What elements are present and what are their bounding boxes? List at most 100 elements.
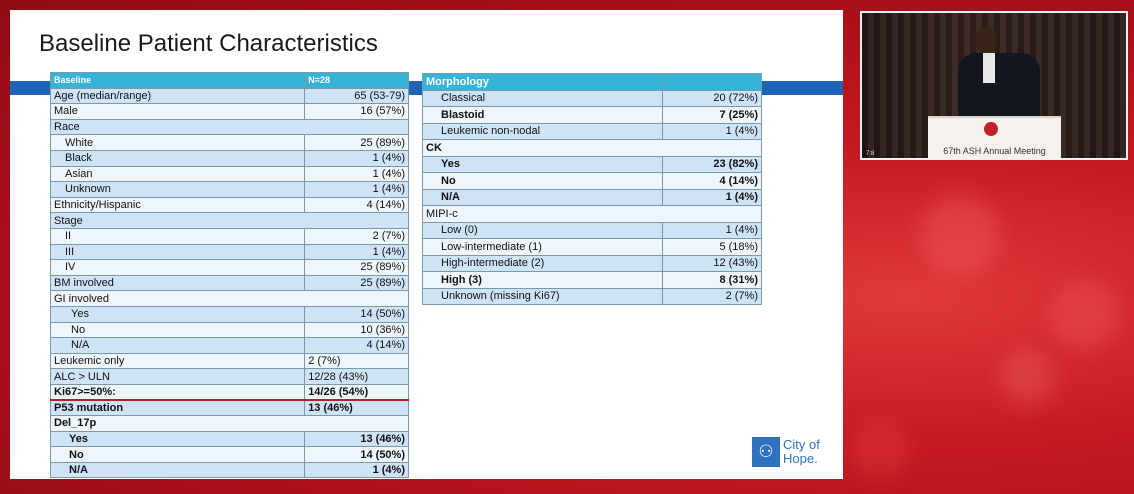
row-label: Unknown (missing Ki67) [421, 287, 664, 305]
row-label: Del_17p [50, 415, 409, 432]
header-cell: N=28 [304, 72, 409, 89]
baseline-table: Baseline N=28 Age (median/range) 65 (53-7… [49, 72, 409, 479]
row-label: Low-intermediate (1) [421, 238, 664, 256]
row-value: 1 (4%) [662, 122, 762, 140]
row-label: No [49, 321, 306, 339]
row-label: Male [49, 103, 306, 120]
row-label: II [49, 227, 306, 245]
row-label: GI involved [50, 290, 409, 307]
table-row: Blastoid 7 (25%) [421, 106, 762, 124]
podium-text: 67th ASH Annual Meeting [943, 146, 1046, 156]
row-label: P53 mutation [49, 399, 306, 417]
video-timer: 7:8 [866, 151, 875, 157]
table-row: Yes 23 (82%) [421, 155, 762, 173]
row-label: ALC > ULN [49, 368, 306, 385]
logo-text: City of Hope. [783, 438, 843, 466]
speaker-head [975, 27, 997, 53]
table-row: Leukemic non-nodal 1 (4%) [421, 122, 762, 140]
table-row: Low (0) 1 (4%) [421, 221, 762, 239]
row-value: 12 (43%) [662, 254, 762, 272]
table-row: Classical 20 (72%) [421, 89, 762, 107]
row-value: 12/28 (43%) [304, 368, 409, 385]
row-label: Ethnicity/Hispanic [49, 196, 306, 214]
row-value: 8 (31%) [662, 271, 762, 289]
row-value: 4 (14%) [304, 337, 409, 354]
row-value: 1 (4%) [304, 165, 409, 183]
city-of-hope-logo-icon: ⚇ [752, 437, 780, 467]
row-label: Age (median/range) [49, 87, 306, 105]
row-label: No [49, 446, 306, 463]
row-value: 1 (4%) [662, 188, 762, 206]
table-row: Yes 14 (50%) [49, 305, 409, 323]
table-row: P53 mutation 13 (46%) [49, 399, 409, 417]
presentation-slide: Baseline Patient Characteristics Baselin… [10, 10, 843, 479]
ash-logo-icon [984, 122, 998, 136]
row-label: Blastoid [421, 106, 664, 124]
table-row: No 4 (14%) [421, 172, 762, 190]
row-label: MIPI-c [422, 205, 762, 223]
row-value: 13 (46%) [304, 430, 409, 448]
table-row: Del_17p [50, 415, 409, 432]
row-value: 10 (36%) [304, 321, 409, 339]
row-value: 5 (18%) [662, 238, 762, 256]
podium: 67th ASH Annual Meeting [928, 116, 1061, 158]
row-label: Yes [49, 430, 306, 448]
table-row: IV 25 (89%) [49, 259, 409, 276]
speaker-body [958, 53, 1040, 123]
table-row: N/A 1 (4%) [421, 188, 762, 206]
table-row: CK [422, 139, 762, 157]
row-label: N/A [49, 461, 306, 479]
speaker-video: 67th ASH Annual Meeting 7:8 [860, 11, 1128, 160]
table-header-row: Morphology [421, 73, 762, 91]
row-value: 7 (25%) [662, 106, 762, 124]
table-row: III 1 (4%) [49, 243, 409, 261]
row-label: CK [422, 139, 762, 157]
table-row: Ki67>=50%: 14/26 (54%) [49, 383, 409, 401]
row-label: Low (0) [421, 221, 664, 239]
table-row: Unknown 1 (4%) [49, 181, 409, 198]
row-label: IV [49, 259, 306, 276]
row-value: 65 (53-79) [304, 87, 409, 105]
row-value: 13 (46%) [304, 399, 409, 417]
row-value: 1 (4%) [304, 461, 409, 479]
row-label: III [49, 243, 306, 261]
table-row: GI involved [50, 290, 409, 307]
table-row: ALC > ULN 12/28 (43%) [49, 368, 409, 385]
table-row: Asian 1 (4%) [49, 165, 409, 183]
bokeh-light [1000, 350, 1055, 405]
table-row: Leukemic only 2 (7%) [49, 352, 409, 370]
row-value: 2 (7%) [304, 352, 409, 370]
table-row: White 25 (89%) [49, 134, 409, 151]
row-label: Black [49, 149, 306, 167]
row-value: 1 (4%) [662, 221, 762, 239]
bokeh-light [850, 420, 910, 480]
header-cell: Morphology [421, 73, 664, 91]
row-value: 16 (57%) [304, 103, 409, 120]
header-cell: Baseline [49, 72, 306, 89]
bokeh-light [1050, 280, 1120, 350]
table-row: No 14 (50%) [49, 446, 409, 463]
row-label: High-intermediate (2) [421, 254, 664, 272]
row-value: 14 (50%) [304, 446, 409, 463]
table-row: Black 1 (4%) [49, 149, 409, 167]
row-value: 4 (14%) [662, 172, 762, 190]
row-label: Stage [50, 212, 409, 229]
row-value: 14/26 (54%) [304, 383, 409, 401]
logo-line1: City of [783, 437, 820, 452]
table-row: MIPI-c [422, 205, 762, 223]
row-value: 1 (4%) [304, 181, 409, 198]
table-row: Yes 13 (46%) [49, 430, 409, 448]
row-value: 2 (7%) [662, 287, 762, 305]
row-value: 1 (4%) [304, 149, 409, 167]
table-row: BM involved 25 (89%) [49, 274, 409, 292]
row-value: 1 (4%) [304, 243, 409, 261]
table-row: Age (median/range) 65 (53-79) [49, 87, 409, 105]
table-row: Ethnicity/Hispanic 4 (14%) [49, 196, 409, 214]
morphology-table: Morphology Classical 20 (72%) Blastoid 7 (… [421, 73, 762, 305]
logo-line2: Hope. [783, 451, 818, 466]
row-value: 25 (89%) [304, 259, 409, 276]
table-header-row: Baseline N=28 [49, 72, 409, 89]
row-value: 4 (14%) [304, 196, 409, 214]
table-row: N/A 1 (4%) [49, 461, 409, 479]
table-row: High (3) 8 (31%) [421, 271, 762, 289]
